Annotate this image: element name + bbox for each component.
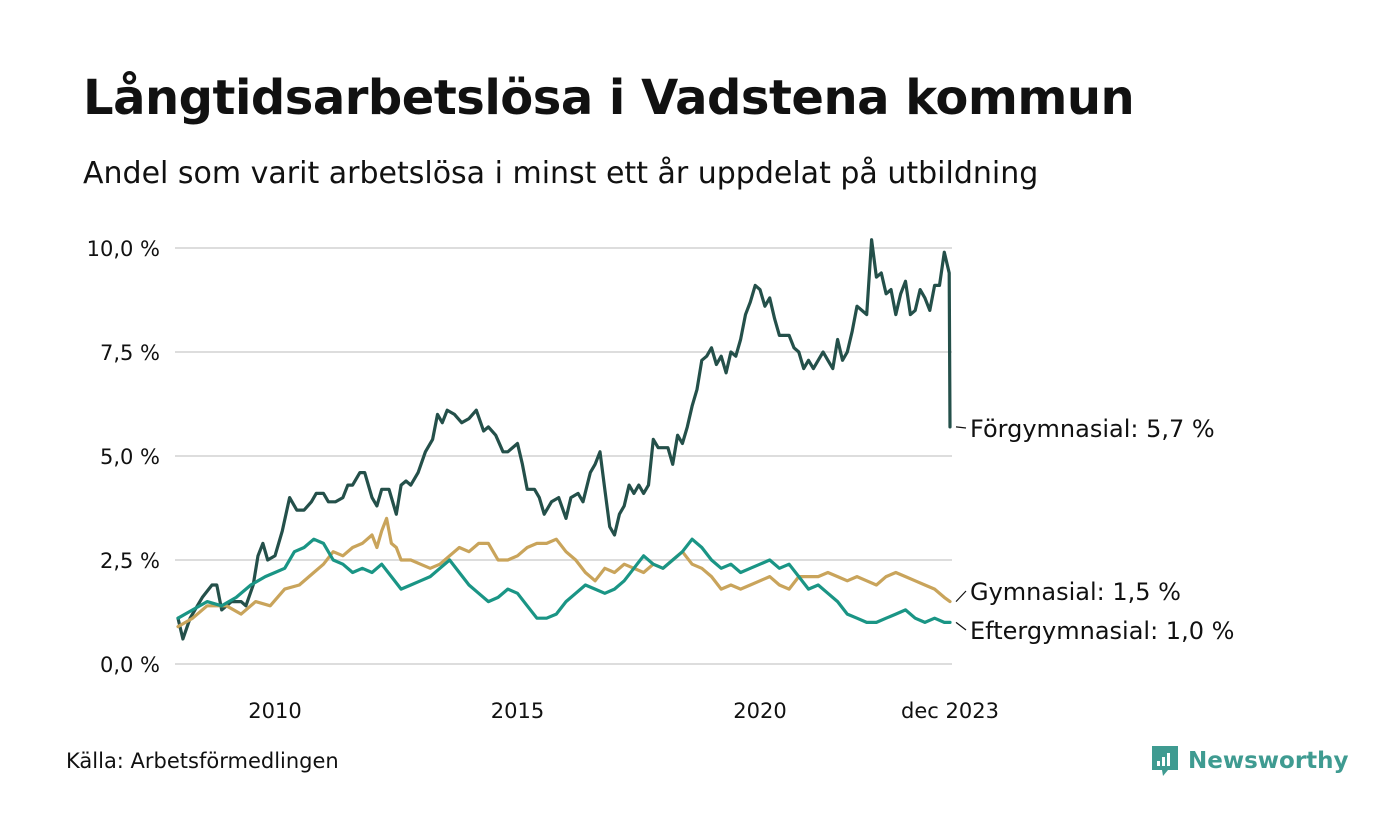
- label-connector: [955, 621, 967, 631]
- label-connector: [955, 426, 967, 429]
- series-line-förgymnasial: [176, 238, 952, 641]
- brand-name: Newsworthy: [1188, 748, 1349, 774]
- x-tick-label: dec 2023: [901, 699, 999, 723]
- series-label-eftergymnasial: Eftergymnasial: 1,0 %: [970, 617, 1234, 645]
- x-tick-label: 2020: [733, 699, 786, 723]
- chart-subtitle: Andel som varit arbetslösa i minst ett å…: [83, 156, 1039, 191]
- series-label-gymnasial: Gymnasial: 1,5 %: [970, 578, 1181, 606]
- label-connector: [955, 590, 967, 603]
- x-axis-ticks: 2010 2015 2020 dec 2023: [248, 699, 999, 723]
- y-tick-label: 5,0 %: [100, 445, 160, 469]
- y-tick-label: 10,0 %: [87, 237, 160, 261]
- brand-logo: Newsworthy: [1150, 744, 1349, 778]
- series-labels: Förgymnasial: 5,7 % Gymnasial: 1,5 % Efter…: [955, 415, 1234, 645]
- series-line-eftergymnasial: [176, 537, 952, 624]
- chart-title: Långtidsarbetslösa i Vadstena kommun: [83, 70, 1135, 126]
- y-tick-label: 2,5 %: [100, 549, 160, 573]
- series-line-gymnasial: [176, 516, 952, 629]
- x-tick-label: 2010: [248, 699, 301, 723]
- series-lines: [176, 238, 952, 641]
- y-tick-label: 7,5 %: [100, 341, 160, 365]
- newsworthy-logo-icon: [1152, 746, 1178, 776]
- series-label-förgymnasial: Förgymnasial: 5,7 %: [970, 415, 1215, 443]
- y-tick-label: 0,0 %: [100, 653, 160, 677]
- source-note: Källa: Arbetsförmedlingen: [66, 749, 339, 773]
- y-axis-ticks: 0,0 % 2,5 % 5,0 % 7,5 % 10,0 %: [87, 237, 160, 677]
- x-tick-label: 2015: [491, 699, 544, 723]
